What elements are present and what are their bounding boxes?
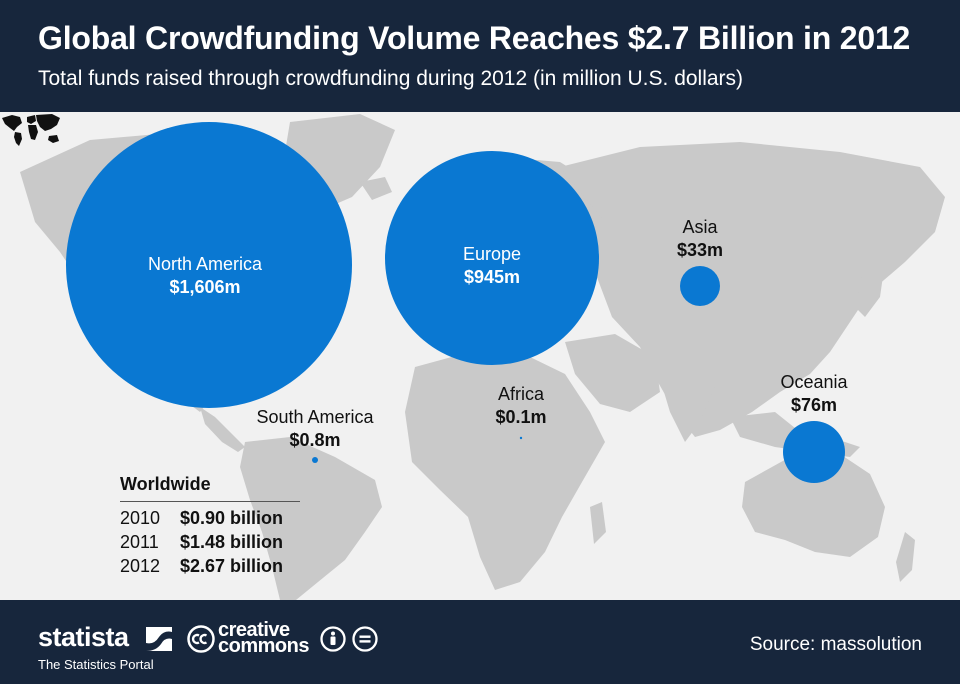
worldwide-rows: 2010 $0.90 billion 2011 $1.48 billion 20… [120, 502, 300, 578]
region-value: $76m [790, 394, 838, 415]
bubble-oceania [783, 421, 845, 483]
bubble-north-america [66, 122, 352, 408]
no-derivatives-icon[interactable] [352, 626, 378, 652]
world-map-icon [2, 114, 60, 146]
region-name: Africa [497, 384, 545, 404]
land-iceland [360, 177, 392, 200]
label-north-america: North America $1,606m [148, 253, 262, 298]
land-india [655, 357, 715, 442]
statista-logo-icon [146, 627, 172, 651]
label-europe: Europe $945m [463, 243, 521, 288]
worldwide-year: 2010 [120, 508, 161, 528]
bubble-europe [385, 151, 599, 365]
worldwide-table: Worldwide 2010 $0.90 billion 2011 $1.48 … [120, 474, 300, 578]
statista-brand[interactable]: statista [38, 622, 129, 652]
region-name: Europe [462, 244, 522, 264]
region-value: $0.1m [495, 406, 547, 427]
statista-tagline: The Statistics Portal [38, 657, 154, 672]
worldwide-year: 2012 [120, 556, 161, 576]
map-canvas [20, 114, 945, 600]
land-japan [855, 252, 885, 317]
region-value: $1,606m [169, 276, 241, 297]
worldwide-value: $1.48 billion [180, 532, 284, 552]
header: Global Crowdfunding Volume Reaches $2.7 … [0, 0, 960, 112]
region-name: North America [147, 254, 263, 274]
land-madagascar [590, 502, 606, 544]
footer: statista The Statistics Portal creative … [0, 600, 960, 684]
worldwide-row: 2010 $0.90 billion [120, 506, 300, 530]
world-map: North America $1,606m Europe $945m Asia … [0, 112, 960, 600]
land-africa [405, 352, 605, 590]
bubble-africa [519, 436, 523, 440]
label-asia: Asia $33m [677, 216, 723, 261]
region-name: Asia [682, 217, 718, 237]
land-south-america [240, 437, 382, 600]
land-australia [742, 454, 885, 557]
land-central-america [200, 407, 245, 452]
page-title: Global Crowdfunding Volume Reaches $2.7 … [38, 20, 911, 56]
land-new-zealand [896, 532, 915, 582]
source-note: Source: massolution [749, 634, 922, 655]
bubble-south-america [312, 457, 318, 463]
worldwide-title: Worldwide [120, 474, 300, 502]
worldwide-row: 2012 $2.67 billion [120, 554, 300, 578]
land-middle-east [565, 334, 660, 412]
creative-commons-text: creative commons [218, 619, 309, 657]
region-value: $945m [463, 266, 521, 287]
worldwide-value: $0.90 billion [180, 508, 284, 528]
label-oceania: Oceania $76m [780, 371, 847, 416]
region-value: $33m [676, 239, 724, 260]
region-name: South America [256, 407, 374, 427]
worldwide-year: 2011 [120, 532, 159, 552]
attribution-icon[interactable] [320, 626, 346, 652]
page-subtitle: Total funds raised through crowdfunding … [38, 67, 744, 90]
region-name: Oceania [780, 372, 848, 392]
license-line1: creative [218, 619, 290, 641]
worldwide-row: 2011 $1.48 billion [120, 530, 300, 554]
creative-commons-icon[interactable] [187, 625, 215, 653]
bubble-asia [680, 266, 720, 306]
region-value: $0.8m [289, 429, 341, 450]
worldwide-value: $2.67 billion [180, 556, 284, 576]
label-africa: Africa $0.1m [495, 383, 546, 428]
bubbles [66, 122, 845, 483]
label-south-america: South America $0.8m [256, 406, 373, 451]
license-line2: commons [218, 635, 309, 657]
